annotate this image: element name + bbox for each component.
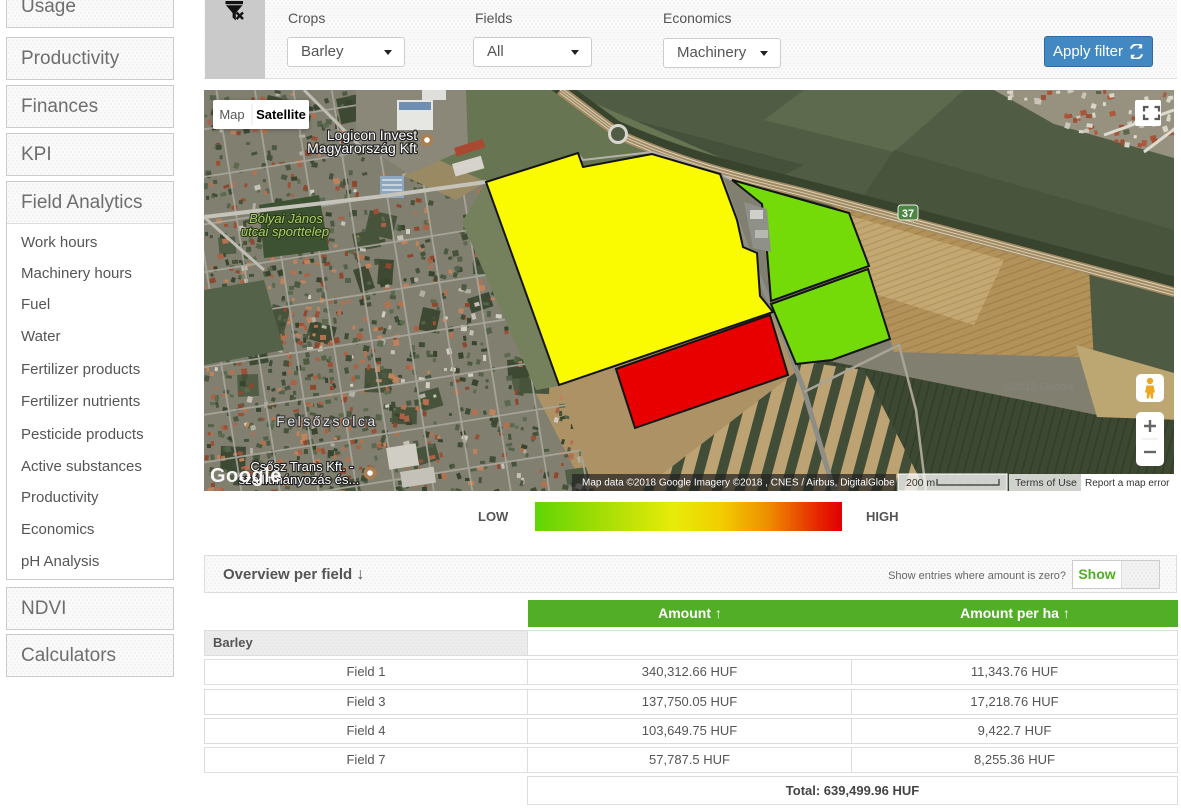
svg-text:Bólyai János: Bólyai János bbox=[249, 211, 323, 226]
svg-text:Magyarország Kft: Magyarország Kft bbox=[307, 140, 417, 156]
svg-text:Map data ©2018 Google Imagery: Map data ©2018 Google Imagery ©2018 , CN… bbox=[582, 478, 895, 489]
svg-text:Report a map error: Report a map error bbox=[1085, 478, 1170, 489]
svg-text:Felsőzsolca: Felsőzsolca bbox=[276, 413, 377, 429]
svg-text:Google: Google bbox=[210, 465, 282, 487]
svg-text:Logicon Invest: Logicon Invest bbox=[327, 127, 417, 143]
svg-text:37: 37 bbox=[902, 208, 914, 220]
svg-text:Satellite: Satellite bbox=[256, 107, 306, 122]
svg-text:Terms of Use: Terms of Use bbox=[1015, 477, 1077, 489]
svg-text:Csősz Trans Kft. -: Csősz Trans Kft. - bbox=[250, 459, 353, 474]
svg-text:©2018 Google: ©2018 Google bbox=[1004, 381, 1075, 393]
svg-text:Map: Map bbox=[219, 107, 244, 122]
svg-text:utcai sporttelep: utcai sporttelep bbox=[241, 224, 329, 239]
svg-text:szállítmányozás és...: szállítmányozás és... bbox=[239, 472, 360, 487]
svg-text:200 m: 200 m bbox=[906, 477, 935, 489]
